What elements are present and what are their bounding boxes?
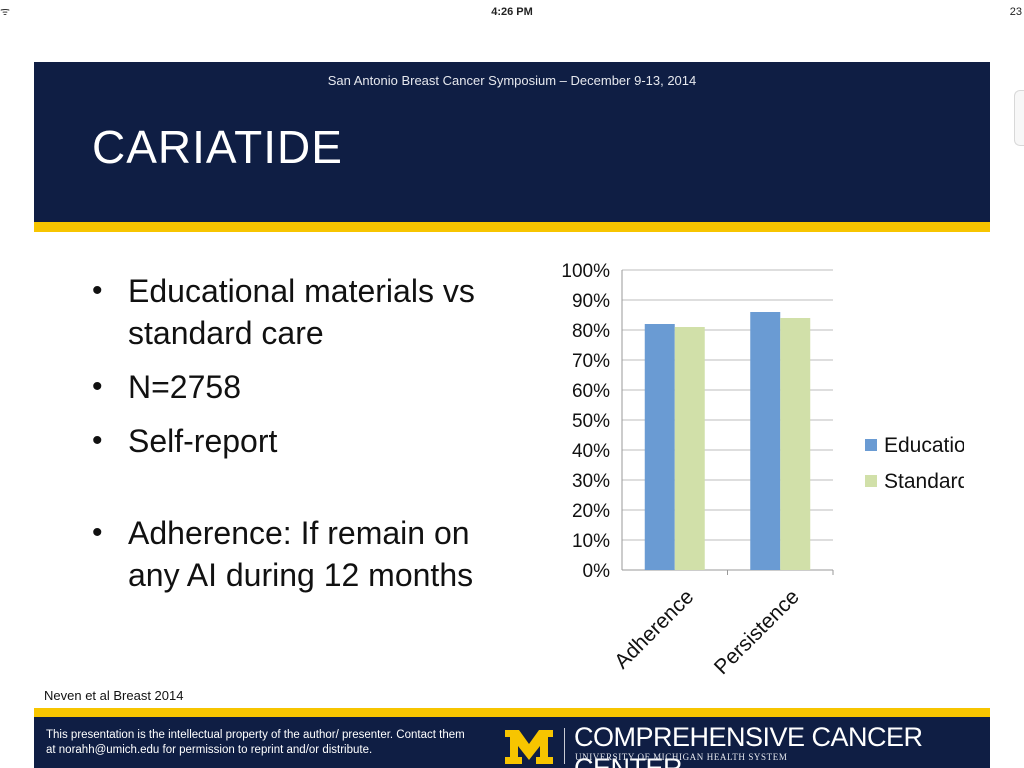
status-bar: ᯤ 4:26 PM 23 — [0, 0, 1024, 22]
y-tick-label: 70% — [572, 351, 610, 372]
bullet-text: N=2758 — [128, 369, 241, 405]
bullet-item: • Educational materials vs standard care — [92, 273, 475, 351]
y-tick-label: 90% — [572, 291, 610, 312]
event-line: San Antonio Breast Cancer Symposium – De… — [327, 73, 697, 88]
y-tick-label: 10% — [572, 531, 610, 552]
legend-swatch — [865, 475, 877, 487]
y-tick-label: 60% — [572, 381, 610, 402]
legend-label: Standard — [884, 470, 964, 493]
battery-level: 23 — [1009, 6, 1022, 18]
footer-accent-bar — [34, 708, 990, 717]
status-time: 4:26 PM — [491, 6, 533, 18]
bar-education-persistence — [750, 312, 781, 570]
copyright-notice: This presentation is the intellectual pr… — [46, 729, 465, 756]
x-tick-label: Persistence — [710, 585, 804, 679]
legend-label: Education — [884, 434, 964, 457]
legend-swatch — [865, 439, 877, 451]
y-tick-label: 100% — [561, 261, 610, 282]
logo-divider — [564, 728, 565, 764]
y-tick-label: 20% — [572, 501, 610, 522]
presentation-slide: San Antonio Breast Cancer Symposium – De… — [34, 62, 990, 768]
org-subtitle: UNIVERSITY OF MICHIGAN HEALTH SYSTEM — [575, 752, 788, 762]
y-tick-label: 80% — [572, 321, 610, 342]
y-tick-label: 30% — [572, 471, 610, 492]
slide-title: CARIATIDE — [92, 121, 343, 173]
bullet-text: Self-report — [128, 423, 278, 459]
slide-footer: This presentation is the intellectual pr… — [34, 708, 990, 768]
y-tick-label: 50% — [572, 411, 610, 432]
wifi-icon: ᯤ — [0, 6, 11, 18]
citation: Neven et al Breast 2014 — [44, 688, 184, 703]
bullet-item: • N=2758 — [92, 369, 241, 405]
bar-standard-adherence — [674, 327, 705, 570]
org-name: COMPREHENSIVE CANCER CENTER — [574, 722, 923, 768]
bullet-list: • Educational materials vs standard care … — [90, 270, 510, 608]
bullet-text: Adherence: If remain on any AI during 12… — [128, 515, 474, 593]
side-panel-handle[interactable] — [1014, 90, 1024, 146]
header-accent-bar — [34, 222, 990, 232]
bullet-item: • Self-report — [92, 423, 278, 459]
bullet-item: • Adherence: If remain on any AI during 1… — [92, 515, 474, 593]
bar-chart: 0% 10% 20% 30% 40% 50% 60% 70% 80% 90% 100% Adheren… — [561, 261, 964, 679]
bullet-text: Educational materials vs standard care — [128, 273, 475, 351]
bar-education-adherence — [644, 324, 675, 570]
y-tick-label: 40% — [572, 441, 610, 462]
y-tick-label: 0% — [583, 561, 611, 582]
bar-standard-persistence — [780, 318, 811, 570]
university-m-logo: M — [505, 730, 553, 764]
x-tick-label: Adherence — [610, 585, 698, 673]
slide-header: San Antonio Breast Cancer Symposium – De… — [34, 62, 990, 222]
